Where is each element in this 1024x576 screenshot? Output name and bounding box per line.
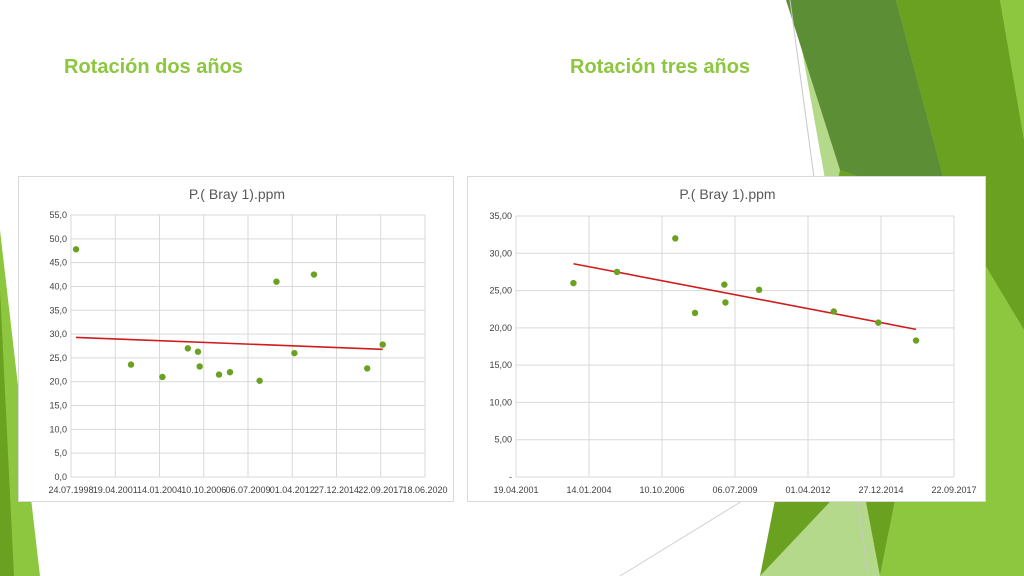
data-point: [72, 246, 80, 253]
y-tick-label: 25,00: [489, 286, 512, 296]
x-tick-label: 22.09.2017: [931, 485, 976, 495]
data-point: [722, 299, 729, 306]
data-point: [159, 373, 166, 381]
x-tick-label: 19.04.2001: [93, 485, 138, 495]
chart-title: P.( Bray 1).ppm: [679, 186, 775, 202]
data-point: [364, 365, 371, 372]
data-point: [256, 377, 263, 384]
data-point: [310, 271, 318, 278]
data-point: [721, 281, 728, 288]
y-tick-label: 20,00: [489, 323, 512, 333]
y-tick-label: 45,0: [49, 258, 67, 268]
y-tick-label: 20,0: [49, 377, 67, 387]
x-tick-label: 18.06.2020: [402, 485, 447, 495]
data-point: [273, 278, 280, 285]
data-point: [379, 341, 386, 348]
data-point: [613, 268, 621, 276]
y-tick-label: 35,0: [49, 305, 67, 315]
x-tick-label: 14.01.2004: [566, 485, 611, 495]
y-tick-label: 35,00: [489, 211, 512, 221]
trendline: [573, 262, 917, 331]
chart-rotacion-dos-anos: P.( Bray 1).ppm 0,0 5,0 10,0 15,0 20,0 25,0 30,…: [18, 176, 454, 502]
y-tick-label: -: [509, 472, 512, 482]
data-point: [672, 235, 679, 242]
data-point: [875, 319, 882, 326]
x-tick-label: 06.07.2009: [225, 485, 270, 495]
data-point: [291, 349, 298, 357]
x-tick-label: 01.04.2012: [785, 485, 830, 495]
x-tick-label: 01.04.2012: [270, 485, 315, 495]
data-point: [755, 286, 763, 294]
y-tick-label: 5,00: [494, 435, 512, 445]
x-tick-label: 10.10.2006: [639, 485, 684, 495]
y-tick-label: 25,0: [49, 353, 67, 363]
y-tick-label: 5,0: [54, 448, 67, 458]
data-point: [912, 337, 920, 344]
x-tick-label: 22.09.2017: [358, 485, 403, 495]
x-tick-label: 06.07.2009: [712, 485, 757, 495]
data-point: [570, 279, 577, 287]
chart-svg-right: P.( Bray 1).ppm - 5,00 10,00 15,00 20,00 25,00…: [489, 186, 976, 495]
data-point: [184, 345, 192, 352]
trendline: [76, 336, 383, 351]
y-tick-label: 15,00: [489, 360, 512, 370]
y-tick-label: 10,00: [489, 397, 512, 407]
data-point: [127, 361, 135, 368]
x-tick-label: 27.12.2014: [858, 485, 903, 495]
y-tick-label: 40,0: [49, 281, 67, 291]
data-point: [196, 363, 203, 370]
data-point: [830, 308, 837, 315]
y-tick-label: 15,0: [49, 401, 67, 411]
data-point: [226, 369, 234, 376]
x-tick-label: 10.10.2006: [181, 485, 226, 495]
data-point: [194, 348, 202, 355]
slide-title-right: Rotación tres años: [570, 56, 751, 78]
chart-title: P.( Bray 1).ppm: [189, 186, 285, 202]
slide-title-left: Rotación dos años: [64, 56, 243, 78]
data-point: [215, 371, 223, 378]
chart-rotacion-tres-anos: P.( Bray 1).ppm - 5,00 10,00 15,00 20,00 25,00…: [467, 176, 986, 502]
chart-svg-left: P.( Bray 1).ppm 0,0 5,0 10,0 15,0 20,0 25,0 30,…: [48, 186, 447, 495]
y-tick-label: 0,0: [54, 472, 67, 482]
data-point: [691, 309, 699, 317]
x-tick-label: 14.01.2004: [137, 485, 182, 495]
x-tick-label: 27.12.2014: [314, 485, 359, 495]
y-tick-label: 50,0: [49, 234, 67, 244]
y-tick-label: 30,00: [489, 248, 512, 258]
y-tick-label: 10,0: [49, 424, 67, 434]
x-tick-label: 19.04.2001: [493, 485, 538, 495]
y-tick-label: 55,0: [49, 210, 67, 220]
x-tick-label: 24.07.1998: [48, 485, 93, 495]
y-tick-label: 30,0: [49, 329, 67, 339]
